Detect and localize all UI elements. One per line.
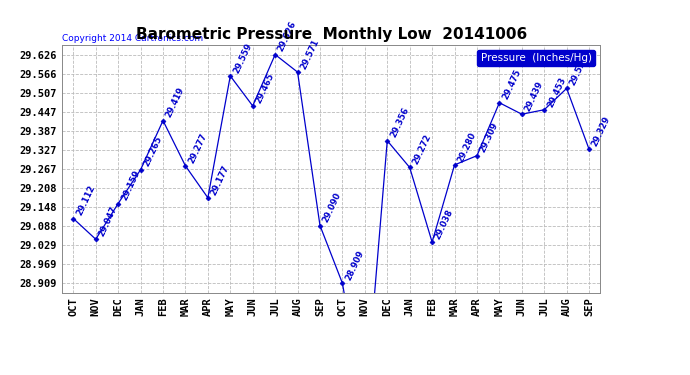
- Text: 29.465: 29.465: [254, 71, 276, 105]
- Text: 28.909: 28.909: [344, 249, 366, 282]
- Text: 29.272: 29.272: [411, 133, 433, 166]
- Text: 29.159: 29.159: [119, 169, 141, 202]
- Text: 29.356: 29.356: [388, 106, 411, 139]
- Text: 29.090: 29.090: [322, 191, 343, 224]
- Text: 29.177: 29.177: [209, 164, 231, 196]
- Text: Copyright 2014 Cartronics.com: Copyright 2014 Cartronics.com: [62, 33, 204, 42]
- Text: 29.453: 29.453: [546, 75, 567, 108]
- Text: 29.571: 29.571: [299, 38, 321, 71]
- Text: 29.520: 29.520: [568, 54, 590, 87]
- Text: 29.309: 29.309: [478, 122, 500, 154]
- Text: 29.038: 29.038: [433, 208, 455, 241]
- Text: 29.475: 29.475: [501, 68, 522, 101]
- Text: 29.559: 29.559: [232, 41, 253, 75]
- Text: 29.419: 29.419: [164, 86, 186, 119]
- Legend: Pressure  (Inches/Hg): Pressure (Inches/Hg): [477, 50, 595, 66]
- Text: 29.280: 29.280: [456, 130, 477, 164]
- Text: 29.112: 29.112: [75, 184, 97, 217]
- Text: 29.626: 29.626: [277, 20, 298, 53]
- Title: Barometric Pressure  Monthly Low  20141006: Barometric Pressure Monthly Low 20141006: [135, 27, 527, 42]
- Text: 28.509: 28.509: [0, 374, 1, 375]
- Text: 29.047: 29.047: [97, 205, 119, 238]
- Text: 29.277: 29.277: [187, 132, 208, 165]
- Text: 29.265: 29.265: [142, 135, 164, 168]
- Text: 29.439: 29.439: [523, 80, 545, 113]
- Text: 29.329: 29.329: [591, 115, 612, 148]
